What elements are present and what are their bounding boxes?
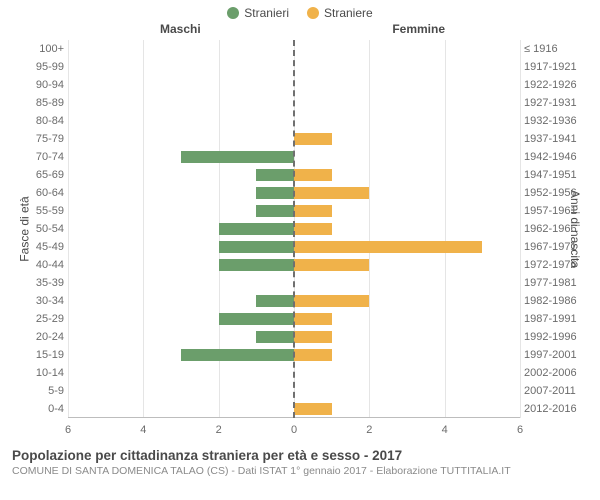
- footer: Popolazione per cittadinanza straniera p…: [10, 442, 590, 477]
- legend-item-male: Stranieri: [227, 6, 289, 20]
- bar-female: [294, 133, 332, 146]
- age-label: 25-29: [24, 314, 64, 325]
- year-label: 1997-2001: [524, 350, 580, 361]
- legend-swatch-male: [227, 7, 239, 19]
- bar-female: [294, 295, 369, 308]
- age-label: 55-59: [24, 206, 64, 217]
- grid: 100+≤ 191695-991917-192190-941922-192685…: [68, 40, 520, 418]
- bar-male: [256, 295, 294, 308]
- age-label: 40-44: [24, 260, 64, 271]
- x-axis: 6 4 2 0 2 4 6: [68, 420, 520, 436]
- x-tick: 4: [442, 424, 448, 436]
- legend-swatch-female: [307, 7, 319, 19]
- age-label: 60-64: [24, 188, 64, 199]
- year-label: 1982-1986: [524, 296, 580, 307]
- age-label: 50-54: [24, 224, 64, 235]
- bar-male: [181, 151, 294, 164]
- year-label: 1987-1991: [524, 314, 580, 325]
- bar-female: [294, 223, 332, 236]
- bar-male: [219, 259, 294, 272]
- bar-male: [219, 223, 294, 236]
- x-tick: 6: [517, 424, 523, 436]
- age-label: 65-69: [24, 170, 64, 181]
- chart-container: Stranieri Straniere Maschi Femmine Fasce…: [0, 0, 600, 500]
- side-title-male: Maschi: [160, 22, 201, 36]
- age-label: 45-49: [24, 242, 64, 253]
- plot-area: Maschi Femmine Fasce di età Anni di nasc…: [10, 22, 590, 442]
- year-label: 1972-1976: [524, 260, 580, 271]
- legend-label-female: Straniere: [324, 6, 373, 20]
- age-label: 10-14: [24, 368, 64, 379]
- age-label: 100+: [24, 44, 64, 55]
- age-label: 80-84: [24, 116, 64, 127]
- year-label: 1962-1966: [524, 224, 580, 235]
- year-label: 1917-1921: [524, 62, 580, 73]
- legend-label-male: Stranieri: [244, 6, 289, 20]
- age-label: 75-79: [24, 134, 64, 145]
- age-label: 85-89: [24, 98, 64, 109]
- age-label: 5-9: [24, 386, 64, 397]
- age-label: 30-34: [24, 296, 64, 307]
- x-tick: 2: [366, 424, 372, 436]
- age-label: 15-19: [24, 350, 64, 361]
- bar-male: [256, 205, 294, 218]
- bar-male: [256, 169, 294, 182]
- year-label: 2002-2006: [524, 368, 580, 379]
- year-label: 2007-2011: [524, 386, 580, 397]
- bar-female: [294, 403, 332, 416]
- centerline: [293, 40, 295, 418]
- bar-female: [294, 331, 332, 344]
- year-label: 1957-1961: [524, 206, 580, 217]
- year-label: 1952-1956: [524, 188, 580, 199]
- age-label: 95-99: [24, 62, 64, 73]
- year-label: 1932-1936: [524, 116, 580, 127]
- bar-female: [294, 241, 482, 254]
- bar-male: [256, 331, 294, 344]
- bar-male: [181, 349, 294, 362]
- bar-female: [294, 313, 332, 326]
- year-label: 2012-2016: [524, 404, 580, 415]
- year-label: 1947-1951: [524, 170, 580, 181]
- legend: Stranieri Straniere: [10, 6, 590, 20]
- age-label: 20-24: [24, 332, 64, 343]
- bar-male: [219, 313, 294, 326]
- bar-male: [219, 241, 294, 254]
- year-label: 1967-1971: [524, 242, 580, 253]
- gridline: [520, 40, 521, 418]
- year-label: 1927-1931: [524, 98, 580, 109]
- year-label: 1922-1926: [524, 80, 580, 91]
- bar-female: [294, 349, 332, 362]
- chart-title: Popolazione per cittadinanza straniera p…: [12, 448, 588, 463]
- year-label: 1942-1946: [524, 152, 580, 163]
- age-label: 35-39: [24, 278, 64, 289]
- bar-female: [294, 187, 369, 200]
- bar-female: [294, 259, 369, 272]
- bar-female: [294, 205, 332, 218]
- year-label: 1977-1981: [524, 278, 580, 289]
- age-label: 90-94: [24, 80, 64, 91]
- chart-subtitle: COMUNE DI SANTA DOMENICA TALAO (CS) - Da…: [12, 465, 588, 477]
- age-label: 0-4: [24, 404, 64, 415]
- side-title-female: Femmine: [392, 22, 445, 36]
- bar-female: [294, 169, 332, 182]
- x-tick: 0: [291, 424, 297, 436]
- x-tick: 6: [65, 424, 71, 436]
- year-label: ≤ 1916: [524, 44, 580, 55]
- x-tick: 4: [140, 424, 146, 436]
- bar-male: [256, 187, 294, 200]
- year-label: 1937-1941: [524, 134, 580, 145]
- legend-item-female: Straniere: [307, 6, 373, 20]
- year-label: 1992-1996: [524, 332, 580, 343]
- age-label: 70-74: [24, 152, 64, 163]
- x-tick: 2: [216, 424, 222, 436]
